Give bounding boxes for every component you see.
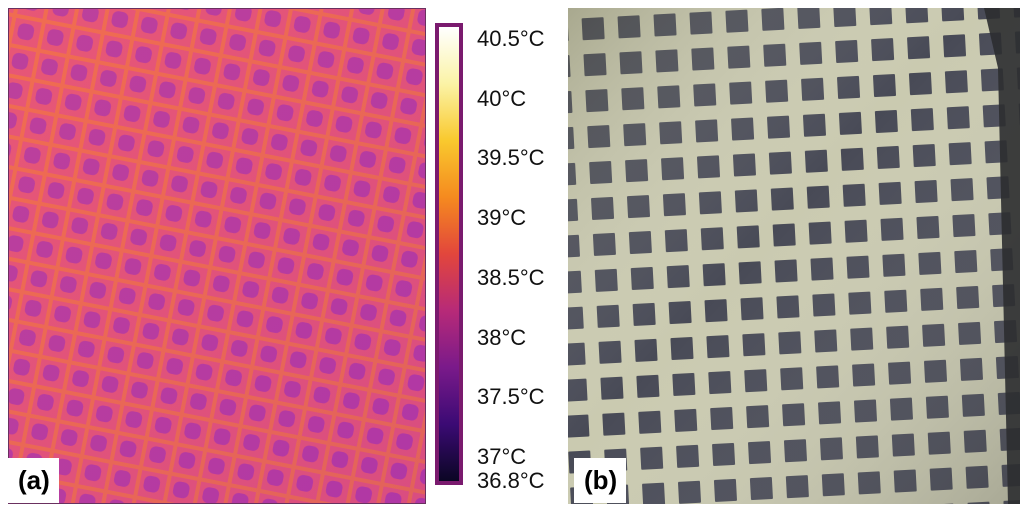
colorbar-tick-label: 39.5°C: [477, 145, 545, 170]
colorbar-tick-label: 40°C: [477, 86, 527, 111]
colorbar-tick-label: 36.8°C: [477, 468, 545, 493]
grid-photograph: [568, 8, 1020, 504]
thermal-image: [8, 8, 426, 504]
colorbar-tick-label: 38°C: [477, 325, 527, 350]
colorbar: [434, 22, 464, 486]
colorbar-tick-label: 37.5°C: [477, 384, 545, 409]
dark-sample-edge: [984, 8, 1020, 504]
panel-label-a: (a): [8, 458, 59, 503]
colorbar-tick-label: 40.5°C: [477, 26, 545, 51]
colorbar-tick-label: 38.5°C: [477, 265, 545, 290]
colorbar-tick-label: 39°C: [477, 205, 527, 230]
colorbar-tick-label: 37°C: [477, 444, 527, 469]
panel-label-b: (b): [574, 458, 627, 503]
